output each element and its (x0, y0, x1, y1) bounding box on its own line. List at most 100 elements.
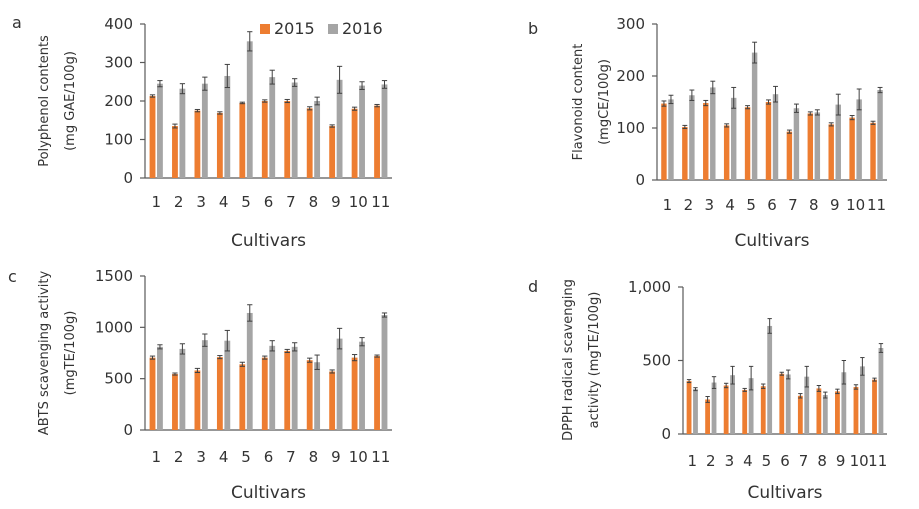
chart-panel-c: c 0 500 1000 1500 ABTS scavenging activity (mg… (8, 267, 392, 503)
bar-2015-8 (807, 113, 814, 180)
bar-2015-9 (329, 371, 336, 430)
bar-2016-4 (748, 378, 754, 434)
x-tick-label-b: 1 (663, 196, 673, 214)
x-tick-label-c: 2 (174, 448, 184, 466)
bar-2016-7 (291, 346, 298, 430)
y-tick-label-c: 1000 (95, 318, 133, 336)
bar-2015-10 (853, 386, 859, 434)
bar-2016-8 (814, 112, 821, 180)
bar-2015-4 (216, 357, 223, 430)
x-tick-label-b: 5 (746, 196, 756, 214)
bar-2016-2 (711, 382, 717, 434)
x-tick-label-a: 8 (309, 193, 319, 211)
x-tick-label-c: 1 (151, 448, 161, 466)
x-tick-label-d: 8 (817, 452, 827, 470)
x-tick-label-b: 9 (830, 196, 840, 214)
bar-2016-7 (291, 82, 298, 178)
bar-2015-4 (723, 125, 730, 180)
x-tick-label-d: 10 (850, 452, 869, 470)
bar-2016-8 (822, 395, 828, 434)
bar-2016-6 (772, 94, 779, 180)
bar-2015-9 (828, 124, 834, 180)
x-tick-label-d: 5 (762, 452, 772, 470)
bar-2015-5 (760, 386, 766, 434)
x-tick-label-a: 11 (371, 193, 390, 211)
x-tick-label-b: 3 (704, 196, 714, 214)
bar-2016-7 (793, 108, 800, 180)
y-tick-label-d: 1,000 (628, 278, 671, 296)
x-tick-label-a: 6 (264, 193, 274, 211)
x-axis-label-a: Cultivars (231, 231, 306, 251)
bar-2016-4 (730, 97, 737, 180)
x-tick-label-c: 6 (264, 448, 274, 466)
x-tick-label-c: 11 (371, 448, 390, 466)
bar-2015-1 (149, 357, 156, 430)
legend-swatch-2015 (260, 24, 270, 34)
bar-2015-7 (797, 395, 803, 434)
bar-2016-10 (859, 366, 865, 434)
x-tick-label-d: 11 (868, 452, 887, 470)
bar-2015-1 (149, 95, 156, 178)
y-axis-label-d: activity (mgTE/100g) (587, 292, 602, 429)
legend-label-2016: 2016 (342, 19, 383, 38)
x-axis-label-c: Cultivars (231, 483, 306, 503)
x-tick-label-d: 3 (725, 452, 735, 470)
x-tick-label-c: 7 (286, 448, 296, 466)
bar-2016-11 (878, 348, 884, 434)
x-tick-label-b: 2 (684, 196, 694, 214)
x-tick-label-d: 9 (836, 452, 846, 470)
bar-2015-5 (239, 364, 246, 430)
bar-2015-11 (374, 356, 380, 430)
y-tick-label-c: 1500 (95, 267, 133, 285)
bar-2016-3 (201, 340, 208, 430)
bar-2016-10 (359, 85, 365, 178)
bar-2016-2 (179, 348, 186, 430)
bar-2016-1 (693, 389, 698, 434)
y-tick-label-a: 300 (104, 54, 133, 72)
bar-2016-8 (314, 362, 321, 430)
bar-2015-8 (306, 108, 313, 178)
bar-2016-11 (877, 90, 883, 180)
y-tick-label-c: 0 (123, 421, 133, 439)
x-tick-label-c: 4 (219, 448, 229, 466)
x-tick-label-b: 6 (767, 196, 777, 214)
y-tick-label-c: 500 (104, 370, 133, 388)
chart-panel-d: d 0 500 1,000 DPPH radical scavenging activit… (528, 277, 887, 503)
bar-2015-5 (239, 102, 246, 178)
chart-panel-a: a 0 100 200 300 400 Polyphenol contents (mg GAE… (12, 13, 392, 251)
bar-2015-1 (686, 381, 692, 434)
x-tick-label-b: 10 (846, 196, 865, 214)
bar-2016-9 (841, 372, 847, 434)
x-tick-label-b: 4 (725, 196, 735, 214)
x-tick-label-a: 7 (286, 193, 296, 211)
x-tick-label-d: 1 (687, 452, 697, 470)
bar-2016-2 (179, 88, 186, 178)
y-axis-label-b: (mgCE/100g) (597, 59, 612, 145)
bar-2015-2 (172, 374, 178, 430)
x-tick-label-d: 2 (706, 452, 716, 470)
bar-2016-11 (381, 315, 388, 430)
legend-swatch-2016 (328, 24, 338, 34)
bar-2016-5 (751, 52, 758, 180)
bar-2015-7 (786, 131, 793, 180)
bar-2016-2 (689, 95, 695, 180)
bar-2015-5 (744, 107, 751, 180)
x-tick-label-d: 4 (743, 452, 753, 470)
bar-2016-5 (246, 41, 253, 179)
y-tick-label-d: 0 (661, 425, 671, 443)
x-tick-label-c: 9 (331, 448, 341, 466)
bar-2016-8 (314, 101, 321, 178)
bar-2015-9 (329, 126, 336, 178)
bar-2016-9 (336, 338, 343, 430)
bar-2015-8 (306, 360, 313, 430)
x-tick-label-b: 8 (809, 196, 819, 214)
bar-2015-8 (816, 388, 822, 434)
bar-2015-2 (682, 126, 688, 180)
y-axis-label-a: Polyphenol contents (37, 35, 52, 167)
bar-2016-1 (157, 83, 163, 178)
x-tick-label-b: 11 (867, 196, 886, 214)
bar-2015-2 (705, 399, 711, 434)
x-tick-label-c: 3 (196, 448, 206, 466)
bar-2015-6 (261, 357, 268, 430)
